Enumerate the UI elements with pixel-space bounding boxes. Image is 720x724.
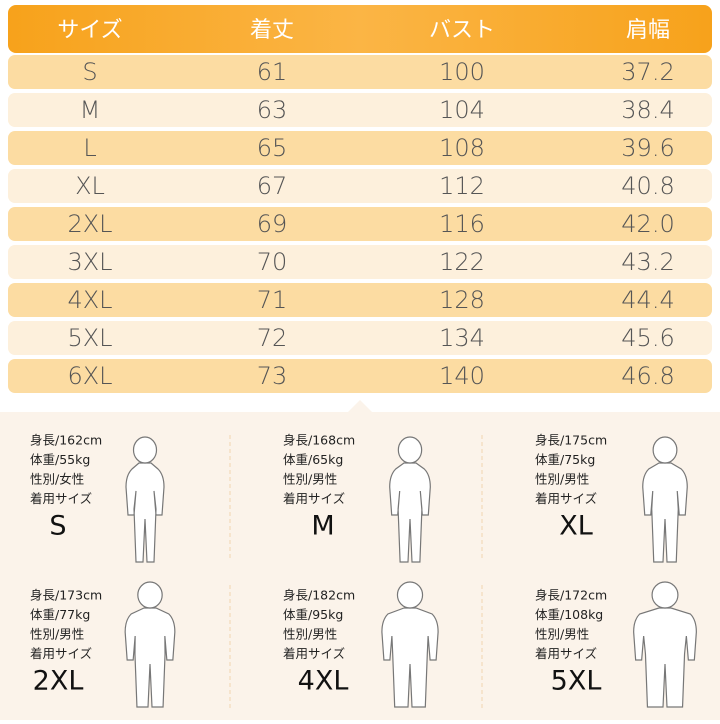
cell: 100 [439,58,485,86]
model-info: 身長/175cm [535,433,607,448]
header-cell: 着丈 [250,18,294,43]
model-info: 体重/108kg [535,607,603,622]
cell: 46.8 [621,362,674,390]
cell: 73 [257,362,288,390]
figure-body [381,607,439,708]
model-info: 着用サイズ [30,491,92,506]
model-info: 体重/65kg [283,452,343,467]
cell: 5XL [67,324,112,352]
model-info: 身長/168cm [283,433,355,448]
cell: 67 [257,172,288,200]
cell: 39.6 [621,134,674,162]
model-info: 着用サイズ [283,646,345,661]
model-info: 身長/173cm [30,588,102,603]
row-bg [8,245,712,279]
cell: 44.4 [621,286,674,314]
header-cell: バスト [429,18,495,43]
cell: 61 [257,58,288,86]
row-bg [8,55,712,89]
model-size: 5XL [551,666,602,697]
figure-body [642,462,688,563]
model-info: 性別/男性 [30,627,84,642]
cell: 38.4 [621,96,674,124]
cell: 40.8 [621,172,674,200]
cell: 43.2 [621,248,674,276]
figure-head [652,436,678,464]
figure-head [397,436,423,464]
header-cell: 肩幅 [626,18,670,43]
model-info: 性別/男性 [535,627,589,642]
cell: 69 [257,210,288,238]
model-info: 着用サイズ [535,646,597,661]
model-info: 性別/男性 [535,472,589,487]
figure-head [396,581,424,609]
header-bar [8,5,712,53]
model-size: XL [559,511,593,542]
row-bg [8,283,712,317]
cell: 45.6 [621,324,674,352]
model-info: 身長/162cm [30,433,102,448]
figure-head [651,581,679,609]
model-info: 体重/95kg [283,607,343,622]
model-size: 4XL [298,666,349,697]
cell: 2XL [67,210,112,238]
figure-body [124,607,176,708]
row-bg [8,207,712,241]
cell: 65 [257,134,288,162]
cell: 128 [439,286,485,314]
figure-head [132,436,158,464]
cell: 3XL [67,248,112,276]
row-bg [8,321,712,355]
row-bg [8,93,712,127]
cell: 42.0 [621,210,674,238]
model-info: 着用サイズ [535,491,597,506]
model-info: 体重/77kg [30,607,90,622]
cell: 134 [439,324,485,352]
model-info: 体重/75kg [535,452,595,467]
cell: S [82,58,97,86]
cell: 72 [257,324,288,352]
cell: 70 [257,248,288,276]
model-size: M [311,511,334,542]
model-info: 着用サイズ [30,646,92,661]
model-info: 性別/女性 [30,472,84,487]
cell: 4XL [67,286,112,314]
figure-body [389,462,431,563]
cell: 71 [257,286,288,314]
model-info: 性別/男性 [283,627,337,642]
cell: L [83,134,96,162]
row-bg [8,359,712,393]
cell: 108 [439,134,485,162]
header-cell: サイズ [57,18,122,43]
cell: 6XL [67,362,112,390]
models-panel [0,400,720,720]
model-info: 体重/55kg [30,452,90,467]
model-size: 2XL [33,666,84,697]
model-size: S [49,511,66,542]
cell: 63 [257,96,288,124]
model-info: 身長/182cm [283,588,355,603]
cell: 122 [439,248,485,276]
cell: 37.2 [621,58,674,86]
row-bg [8,131,712,165]
model-info: 着用サイズ [283,491,345,506]
cell: XL [75,172,105,200]
figure-body [125,462,165,563]
cell: 112 [439,172,485,200]
cell: M [80,96,101,124]
cell: 116 [439,210,485,238]
cell: 140 [439,362,485,390]
model-info: 性別/男性 [283,472,337,487]
model-info: 身長/172cm [535,588,607,603]
cell: 104 [439,96,485,124]
figure-head [137,581,163,609]
row-bg [8,169,712,203]
figure-body [633,607,697,708]
